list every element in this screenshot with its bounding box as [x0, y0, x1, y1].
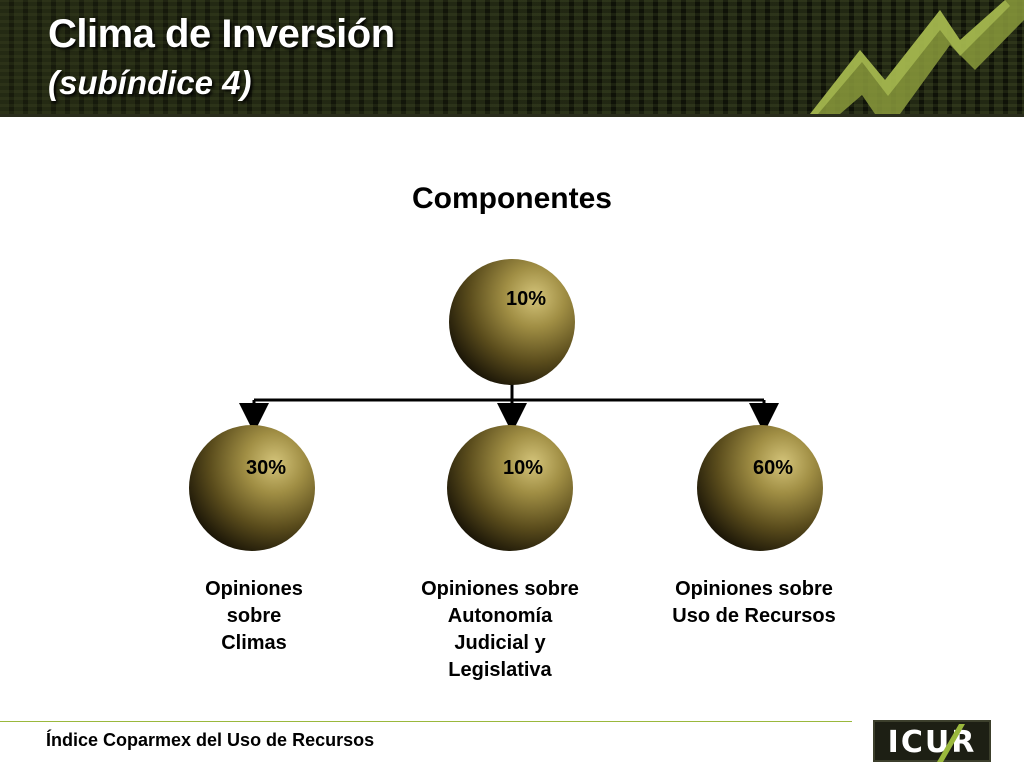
- child-3-percent: 60%: [753, 457, 794, 479]
- child-sphere-1: [189, 425, 315, 551]
- child-2-percent: 10%: [503, 457, 544, 479]
- child-2-label: Opiniones sobre Autonomía Judicial y Leg…: [421, 578, 579, 681]
- diagram-heading: Componentes: [411, 182, 612, 215]
- child-3-label: Opiniones sobre Uso de Recursos: [672, 578, 836, 627]
- logo-slash-graphic: [937, 724, 965, 762]
- root-sphere: [449, 259, 575, 385]
- child-1-percent: 30%: [246, 457, 287, 479]
- page-title: Clima de Inversión: [48, 12, 395, 56]
- page-subtitle: (subíndice 4): [48, 64, 252, 101]
- trend-arrow-graphic: [810, 0, 1024, 114]
- child-1-label: Opiniones sobre Climas: [205, 578, 303, 654]
- child-sphere-2: [447, 425, 573, 551]
- footer-text: Índice Coparmex del Uso de Recursos: [46, 730, 375, 750]
- root-percent: 10%: [506, 288, 547, 310]
- icur-logo: ICUR: [873, 720, 991, 762]
- header-banner: Clima de Inversión (subíndice 4): [0, 0, 1024, 117]
- child-sphere-3: [697, 425, 823, 551]
- footer-divider: [0, 721, 852, 722]
